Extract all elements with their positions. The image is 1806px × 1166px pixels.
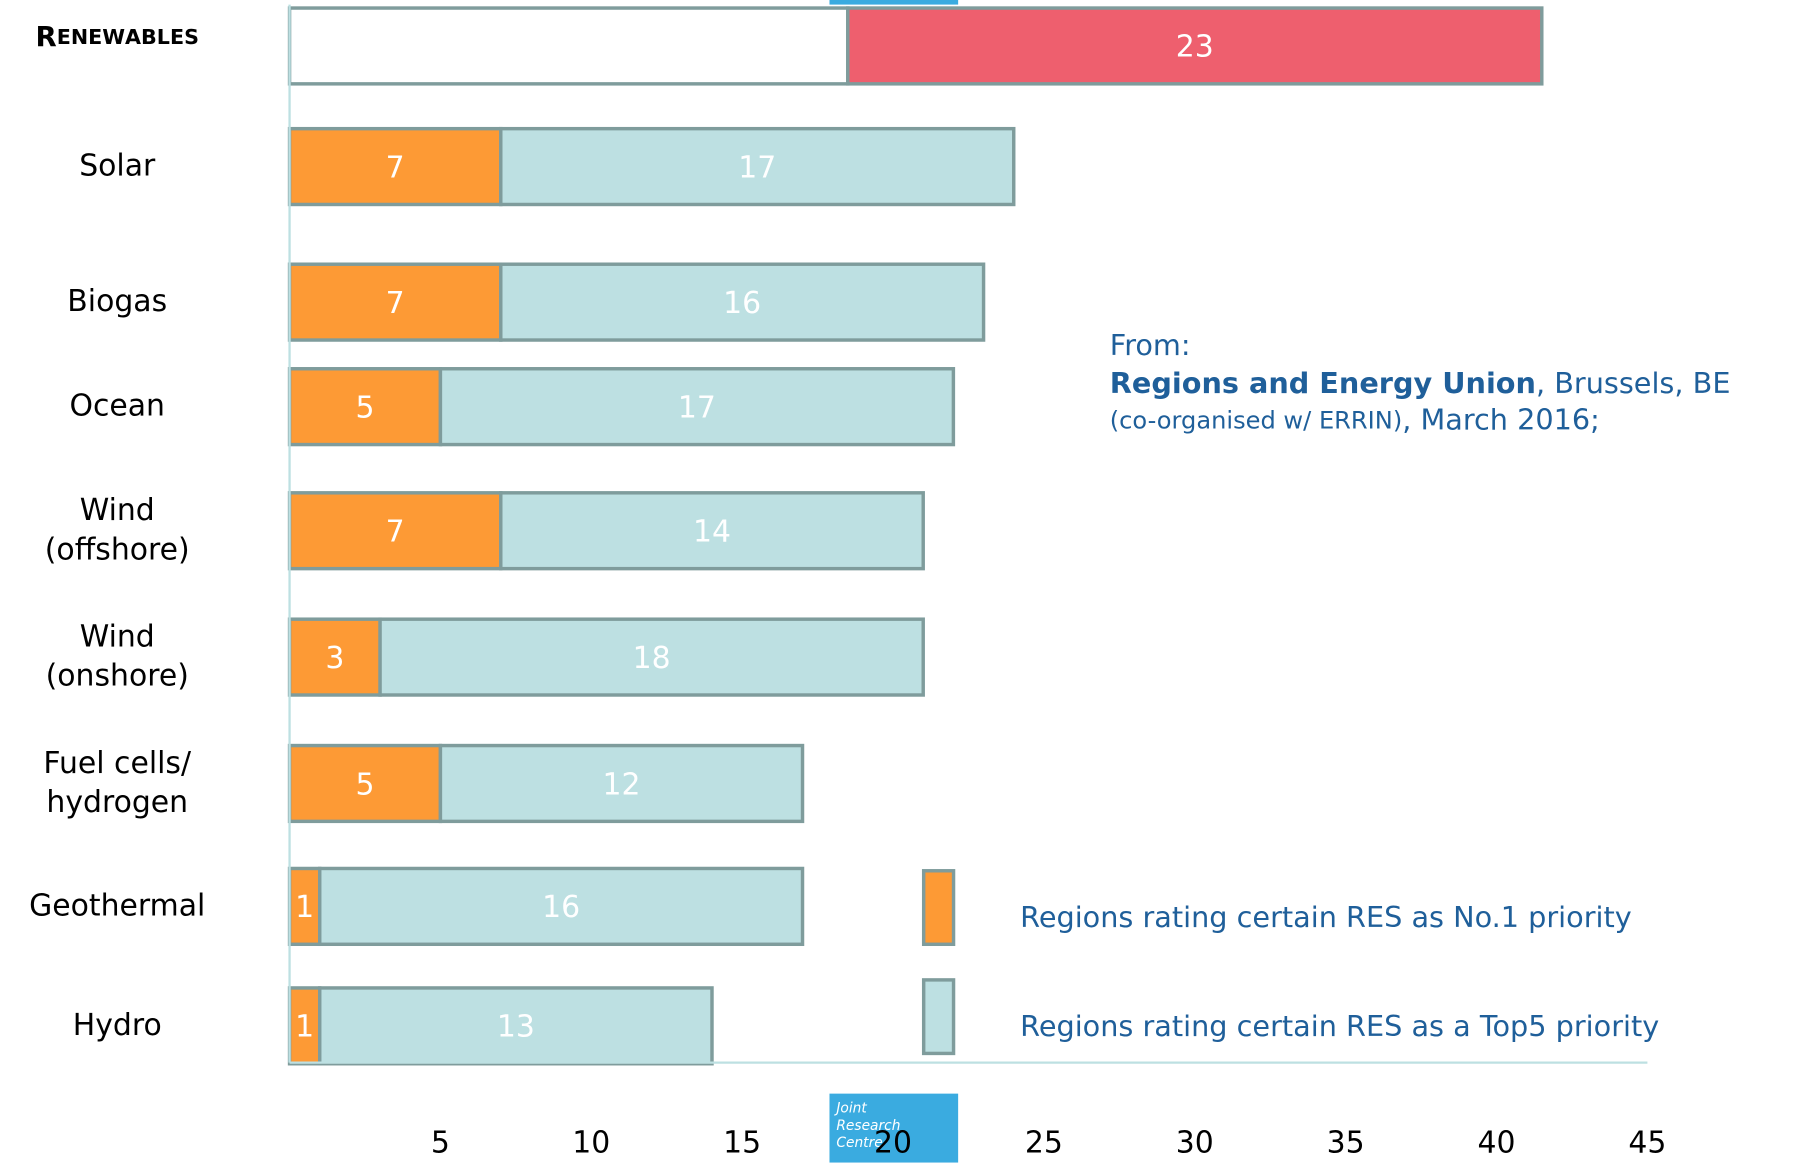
x-tick-label: 30 xyxy=(1176,1126,1214,1161)
logo xyxy=(829,1093,959,1163)
category-label: Solar xyxy=(79,148,156,183)
category-letter: E xyxy=(170,25,184,49)
bar-segment xyxy=(287,491,503,571)
annotation-place: , Brussels, BE xyxy=(1536,366,1731,400)
x-tick-label: 40 xyxy=(1478,1126,1516,1161)
annotation-event: Regions and Energy Union xyxy=(1110,366,1536,400)
x-tick-label: 10 xyxy=(572,1126,610,1161)
bar-segment xyxy=(287,367,443,447)
value-label: 5 xyxy=(355,390,374,425)
bar-segment xyxy=(499,126,1016,207)
value-label: 12 xyxy=(602,767,640,802)
category-label: Geothermal xyxy=(29,888,205,923)
value-label: 5 xyxy=(355,767,374,802)
category-label: RENEWABLES xyxy=(35,20,199,53)
x-tick-label: 20 xyxy=(874,1126,912,1161)
category-line: Ocean xyxy=(69,388,165,423)
bar-segment xyxy=(846,6,1544,86)
category-line: Solar xyxy=(79,148,156,183)
legend-label: Regions rating certain RES as No.1 prior… xyxy=(1020,900,1632,934)
category-label: Wind (offshore) xyxy=(45,493,190,567)
category-letter: R xyxy=(35,20,56,53)
category-label: Wind (onshore) xyxy=(46,619,189,693)
legend-swatch xyxy=(921,978,956,1056)
x-tick-label: 5 xyxy=(431,1126,450,1161)
logo-text: Centre xyxy=(836,1135,882,1151)
category-letter: N xyxy=(71,25,88,49)
annotation-date: , March 2016; xyxy=(1402,403,1600,437)
category-line: (onshore) xyxy=(46,658,189,693)
category-letter: B xyxy=(141,25,157,49)
bar-segment xyxy=(438,367,956,447)
logo-text: Joint xyxy=(833,1101,867,1117)
category-letter: A xyxy=(125,25,141,49)
category-line: Biogas xyxy=(67,284,167,319)
value-label: 1 xyxy=(295,1010,314,1045)
value-label: 3 xyxy=(325,641,344,676)
value-label: 18 xyxy=(633,641,671,676)
bar-segment xyxy=(438,743,805,824)
category-line: Hydro xyxy=(73,1007,162,1042)
bar-segment xyxy=(499,491,925,571)
category-line: Wind xyxy=(80,493,155,528)
legend-label: Regions rating certain RES as a Top5 pri… xyxy=(1020,1009,1659,1043)
category-label: Biogas xyxy=(67,284,167,319)
value-label: 17 xyxy=(678,390,716,425)
value-label: 14 xyxy=(693,515,731,550)
category-letter: E xyxy=(57,25,71,49)
logo-text: Research xyxy=(836,1118,900,1134)
legend-swatch xyxy=(921,869,956,947)
annotation-organiser: (co-organised w/ ERRIN) xyxy=(1110,407,1402,435)
category-line: hydrogen xyxy=(46,784,188,819)
x-tick-label: 25 xyxy=(1025,1126,1063,1161)
category-line: Wind xyxy=(80,619,155,654)
bar-segment xyxy=(287,6,850,86)
value-label: 16 xyxy=(542,890,580,925)
category-label: Hydro xyxy=(73,1007,162,1042)
value-label: 7 xyxy=(386,286,405,321)
value-label: 13 xyxy=(497,1010,535,1045)
logo-strip xyxy=(829,0,959,5)
bar-segment xyxy=(499,262,986,342)
value-label: 16 xyxy=(723,286,761,321)
bar-segment xyxy=(287,617,382,697)
bar-segment xyxy=(378,617,925,697)
value-label: 17 xyxy=(738,150,776,185)
category-letter: W xyxy=(102,25,125,49)
value-label: 1 xyxy=(295,890,314,925)
category-line: (offshore) xyxy=(45,532,190,567)
annotation: From: Regions and Energy Union, Brussels… xyxy=(1110,328,1731,437)
category-label: Fuel cells/hydrogen xyxy=(43,745,192,819)
category-line: Geothermal xyxy=(29,888,205,923)
category-line: Fuel cells/ xyxy=(43,745,192,780)
value-label: 23 xyxy=(1176,30,1214,65)
category-letter: E xyxy=(88,25,102,49)
bar-segment xyxy=(318,866,805,947)
x-tick-label: 35 xyxy=(1327,1126,1365,1161)
value-label: 7 xyxy=(386,150,405,185)
value-label: 7 xyxy=(386,515,405,550)
annotation-intro: From: xyxy=(1110,328,1191,362)
annotation-date-line: (co-organised w/ ERRIN), March 2016; xyxy=(1110,403,1600,437)
annotation-event-line: Regions and Energy Union, Brussels, BE xyxy=(1110,366,1731,400)
x-tick-label: 45 xyxy=(1628,1126,1666,1161)
category-letter: L xyxy=(157,25,170,49)
x-tick-label: 15 xyxy=(723,1126,761,1161)
category-letter: S xyxy=(184,25,199,49)
bar-segment xyxy=(318,986,714,1066)
category-label: Ocean xyxy=(69,388,165,423)
